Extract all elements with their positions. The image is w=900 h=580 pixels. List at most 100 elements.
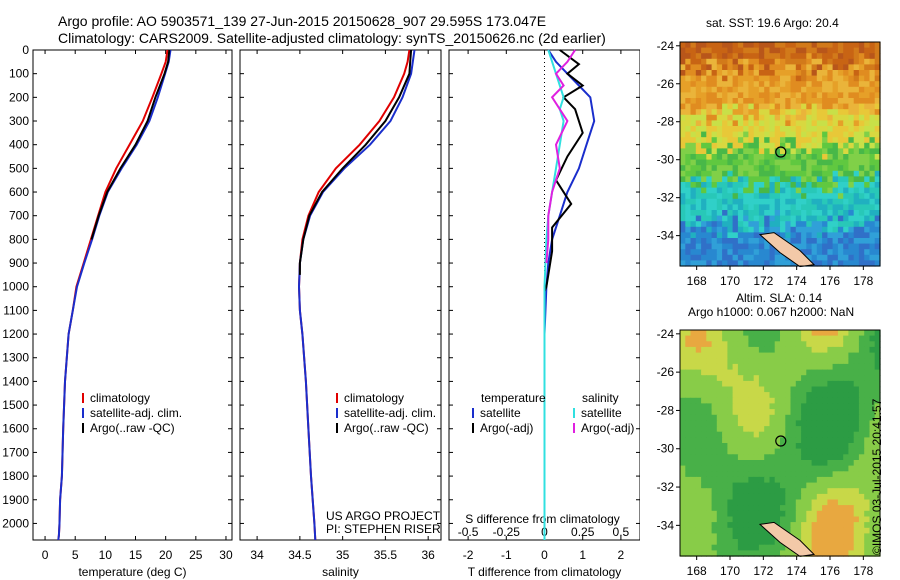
map-cell <box>822 420 828 427</box>
map-cell <box>711 426 718 433</box>
map-cell <box>790 488 797 495</box>
map-cell <box>764 352 771 359</box>
map-cell <box>727 460 734 467</box>
map-cell <box>758 426 765 433</box>
map-cell <box>801 465 807 472</box>
map-cell <box>680 103 686 110</box>
y-tick-label: -28 <box>657 115 675 129</box>
map-cell <box>837 215 844 222</box>
map-cell <box>769 550 776 557</box>
map-cell <box>685 47 692 54</box>
map-cell <box>801 148 807 155</box>
map-cell <box>801 420 807 427</box>
map-cell <box>795 215 802 222</box>
map-cell <box>743 386 750 393</box>
map-cell <box>753 58 760 65</box>
map-cell <box>837 221 844 228</box>
map-cell <box>848 98 855 105</box>
map-cell <box>695 210 702 217</box>
map-cell <box>695 42 702 49</box>
map-cell <box>711 215 718 222</box>
map-cell <box>769 86 776 93</box>
map-cell <box>816 476 823 484</box>
map-cell <box>769 70 776 77</box>
map-cell <box>832 431 839 438</box>
map-cell <box>832 159 839 166</box>
map-cell <box>748 42 755 49</box>
map-cell <box>706 550 713 557</box>
map-cell <box>822 386 828 393</box>
map-cell <box>790 493 797 501</box>
map-cell <box>690 420 697 427</box>
map-cell <box>790 352 797 359</box>
map-cell <box>806 335 813 342</box>
map-cell <box>795 499 802 506</box>
map-cell <box>858 210 865 217</box>
map-cell <box>790 482 797 489</box>
map-cell <box>780 386 786 393</box>
map-cell <box>769 482 776 489</box>
map-cell <box>790 221 797 228</box>
map-cell <box>790 204 797 211</box>
map-cell <box>690 81 697 88</box>
map-cell <box>758 403 765 410</box>
map-cell <box>680 352 686 359</box>
map-cell <box>764 420 771 427</box>
map-cell <box>832 42 839 49</box>
map-cell <box>769 386 776 393</box>
map-cell <box>780 426 786 433</box>
map-cell <box>727 488 734 495</box>
map-cell <box>843 346 850 354</box>
map-cell <box>848 58 855 65</box>
map-cell <box>816 120 823 127</box>
map-cell <box>732 142 739 149</box>
map-cell <box>711 363 718 371</box>
map-cell <box>748 476 755 484</box>
map-cell <box>785 330 792 337</box>
map-cell <box>780 226 786 233</box>
map-cell <box>843 397 850 405</box>
map-cell <box>858 460 865 467</box>
map-cell <box>701 58 707 65</box>
map-cell <box>764 330 771 337</box>
map-cell <box>837 154 844 161</box>
map-cell <box>853 363 860 371</box>
x-axis-label: T difference from climatology <box>468 565 622 579</box>
map-cell <box>837 527 844 535</box>
map-cell <box>806 81 813 88</box>
map-cell <box>874 226 881 233</box>
map-cell <box>753 476 760 484</box>
map-cell <box>701 409 707 416</box>
map-cell <box>716 238 723 245</box>
map-cell <box>743 426 750 433</box>
sla-map: 168 170 172 174 176 178-24-26-28-30-32-34 <box>657 327 881 578</box>
map-cell <box>858 505 865 512</box>
map-cell <box>706 476 713 484</box>
map-cell <box>727 539 734 546</box>
map-cell <box>811 516 818 523</box>
map-cell <box>837 454 844 461</box>
map-cell <box>832 126 839 133</box>
map-cell <box>858 159 865 166</box>
map-cell <box>874 358 881 365</box>
map-cell <box>758 176 765 183</box>
map-cell <box>748 238 755 245</box>
map-cell <box>827 254 834 261</box>
map-cell <box>764 53 771 60</box>
map-cell <box>737 260 744 267</box>
map-cell <box>790 176 797 183</box>
map-cell <box>816 420 823 427</box>
map-cell <box>827 64 834 71</box>
x-tick-label: 174 <box>787 274 807 288</box>
map-cell <box>827 539 834 546</box>
map-cell <box>806 226 813 233</box>
map-cell <box>837 58 844 65</box>
map-cell <box>832 330 839 337</box>
map-cell <box>864 47 871 54</box>
map-cell <box>732 346 739 354</box>
map-cell <box>811 533 818 540</box>
map-cell <box>732 409 739 416</box>
map-cell <box>716 148 723 155</box>
map-cell <box>743 375 750 382</box>
map-cell <box>853 341 860 348</box>
